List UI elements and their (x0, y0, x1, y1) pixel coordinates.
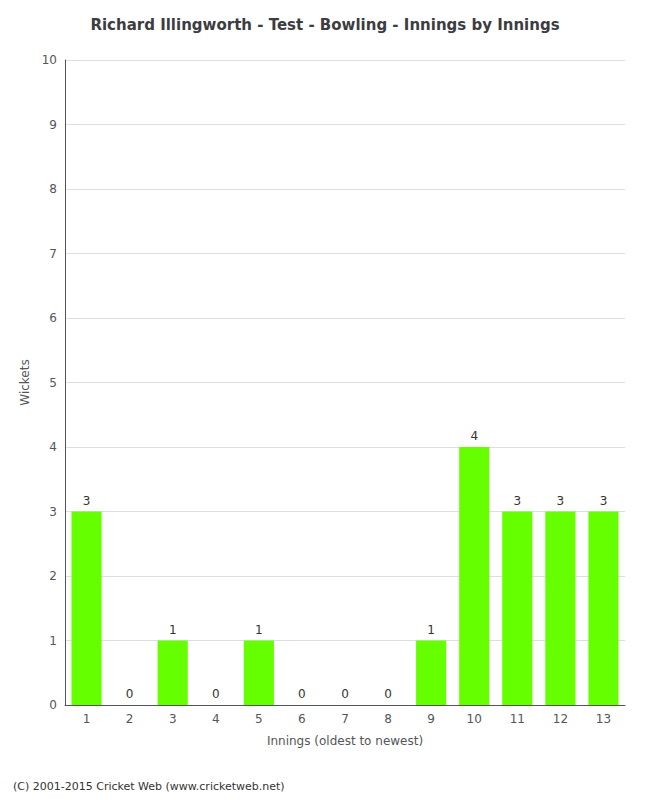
svg-text:0: 0 (212, 687, 220, 701)
svg-text:4: 4 (49, 440, 57, 454)
svg-text:6: 6 (49, 311, 57, 325)
svg-text:3: 3 (600, 494, 608, 508)
svg-text:13: 13 (596, 712, 611, 726)
svg-text:5: 5 (255, 712, 263, 726)
svg-text:9: 9 (427, 712, 435, 726)
svg-text:0: 0 (49, 698, 57, 712)
svg-text:2: 2 (126, 712, 134, 726)
svg-text:7: 7 (49, 247, 57, 261)
svg-text:1: 1 (83, 712, 91, 726)
svg-text:10: 10 (467, 712, 482, 726)
svg-text:Richard Illingworth - Test - B: Richard Illingworth - Test - Bowling - I… (90, 16, 559, 34)
svg-text:2: 2 (49, 569, 57, 583)
svg-text:4: 4 (212, 712, 220, 726)
svg-text:0: 0 (126, 687, 134, 701)
svg-text:3: 3 (513, 494, 521, 508)
svg-text:(C) 2001-2015 Cricket Web (www: (C) 2001-2015 Cricket Web (www.cricketwe… (13, 780, 285, 793)
svg-text:7: 7 (341, 712, 349, 726)
svg-text:1: 1 (427, 623, 435, 637)
svg-text:Innings (oldest to newest): Innings (oldest to newest) (267, 734, 423, 748)
svg-text:8: 8 (49, 182, 57, 196)
svg-text:0: 0 (298, 687, 306, 701)
svg-text:8: 8 (384, 712, 392, 726)
svg-text:3: 3 (557, 494, 565, 508)
svg-text:5: 5 (49, 376, 57, 390)
svg-text:3: 3 (83, 494, 91, 508)
svg-text:3: 3 (169, 712, 177, 726)
svg-text:Wickets: Wickets (18, 359, 32, 405)
svg-text:11: 11 (510, 712, 525, 726)
svg-text:1: 1 (169, 623, 177, 637)
svg-text:3: 3 (49, 505, 57, 519)
svg-text:9: 9 (49, 118, 57, 132)
svg-text:0: 0 (341, 687, 349, 701)
svg-text:10: 10 (42, 53, 57, 67)
svg-text:1: 1 (255, 623, 263, 637)
svg-text:6: 6 (298, 712, 306, 726)
svg-text:0: 0 (384, 687, 392, 701)
svg-text:1: 1 (49, 634, 57, 648)
svg-text:12: 12 (553, 712, 568, 726)
svg-text:4: 4 (470, 429, 478, 443)
